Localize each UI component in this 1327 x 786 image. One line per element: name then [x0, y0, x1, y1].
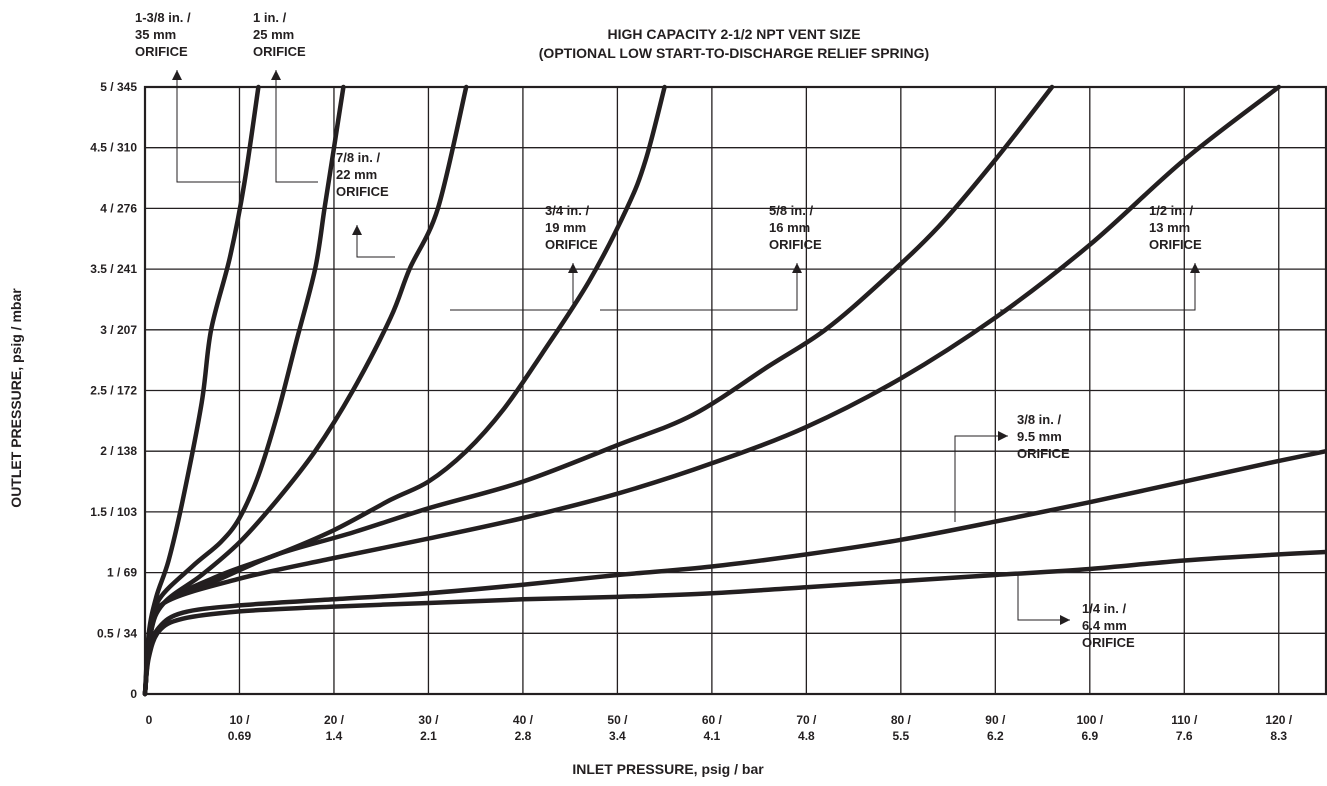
series-line-8 [142, 549, 1327, 697]
annotation-label: 13 mm [1149, 220, 1190, 235]
y-axis-label: OUTLET PRESSURE, psig / mbar [8, 288, 24, 508]
x-tick-sublabel: 1.4 [326, 729, 343, 743]
x-tick-label: 70 / [796, 713, 817, 727]
annotation-label: ORIFICE [545, 237, 598, 252]
x-tick-sublabel: 4.8 [798, 729, 815, 743]
x-tick-sublabel: 2.1 [420, 729, 437, 743]
annotation-label: 9.5 mm [1017, 429, 1062, 444]
x-tick-label: 40 / [513, 713, 534, 727]
x-tick-label: 110 / [1171, 713, 1198, 727]
leader-line-3 [356, 225, 395, 258]
chart-subtitle: (OPTIONAL LOW START-TO-DISCHARGE RELIEF … [539, 45, 929, 61]
y-tick-label: 3 / 207 [100, 323, 137, 337]
series-line-2 [142, 84, 346, 697]
annotation-label: ORIFICE [336, 184, 389, 199]
leader-line-4 [450, 263, 574, 311]
chart-title: HIGH CAPACITY 2-1/2 NPT VENT SIZE [607, 26, 860, 42]
leader-line-2 [275, 70, 318, 183]
x-tick-label: 30 / [418, 713, 439, 727]
y-tick-label: 2 / 138 [100, 444, 137, 458]
arrow-head [998, 431, 1008, 441]
annotations: 1-3/8 in. / 35 mm ORIFICE 1 in. / 25 mm ORIFI… [135, 10, 1202, 650]
grid [143, 85, 1327, 696]
x-tick-label: 90 / [985, 713, 1006, 727]
x-tick-label: 50 / [607, 713, 628, 727]
y-tick-label: 2.5 / 172 [90, 384, 137, 398]
arrow-head [792, 263, 802, 273]
annotation-label: ORIFICE [1082, 635, 1135, 650]
arrow-head [568, 263, 578, 273]
x-tick-sublabel: 0.69 [228, 729, 252, 743]
annotation-label: 3/4 in. / [545, 203, 589, 218]
annotation-label: 5/8 in. / [769, 203, 813, 218]
annotation-label: ORIFICE [769, 237, 822, 252]
annotation-leaders [172, 70, 1200, 625]
x-tick-label: 100 / [1076, 713, 1103, 727]
x-tick-label: 60 / [702, 713, 723, 727]
annotation-label: ORIFICE [1017, 446, 1070, 461]
leader-line-5 [600, 263, 798, 311]
annotation-label: 16 mm [769, 220, 810, 235]
x-tick-sublabel: 5.5 [892, 729, 909, 743]
arrow-head [352, 225, 362, 235]
x-tick-sublabel: 3.4 [609, 729, 626, 743]
annotation-label: ORIFICE [253, 44, 306, 59]
annotation-label: 7/8 in. / [336, 150, 380, 165]
annotation-label: 22 mm [336, 167, 377, 182]
x-tick-sublabel: 6.2 [987, 729, 1004, 743]
annotation-label: 25 mm [253, 27, 294, 42]
annotation-label: 1/2 in. / [1149, 203, 1193, 218]
y-tick-label: 3.5 / 241 [90, 262, 137, 276]
x-tick-sublabel: 2.8 [515, 729, 532, 743]
leader-line-6 [1000, 263, 1196, 311]
x-axis-label: INLET PRESSURE, psig / bar [572, 761, 764, 777]
x-tick-label: 0 [146, 713, 153, 727]
annotation-label: 6.4 mm [1082, 618, 1127, 633]
leader-line-1 [176, 70, 241, 183]
x-tick-label: 10 / [229, 713, 250, 727]
series-line-7 [142, 448, 1327, 697]
plot-frame [143, 85, 1327, 696]
series-line-6 [142, 84, 1282, 697]
y-tick-label: 1 / 69 [107, 566, 137, 580]
x-tick-sublabel: 8.3 [1270, 729, 1287, 743]
x-tick-sublabel: 6.9 [1081, 729, 1098, 743]
annotation-label: 1 in. / [253, 10, 287, 25]
arrow-head [1190, 263, 1200, 273]
x-tick-sublabel: 4.1 [704, 729, 721, 743]
leader-line-8 [1017, 572, 1070, 621]
curves [142, 84, 1327, 697]
series-line-5 [142, 84, 1055, 697]
annotation-label: 19 mm [545, 220, 586, 235]
y-tick-label: 5 / 345 [100, 80, 137, 94]
x-tick-label: 120 / [1265, 713, 1292, 727]
annotation-label: 35 mm [135, 27, 176, 42]
x-ticks: 0 10 / 0.69 20 / 1.4 30 / 2.1 40 / 2.8 50 / 3.4 60 … [146, 713, 1293, 743]
annotation-label: 3/8 in. / [1017, 412, 1061, 427]
arrow-head [172, 70, 182, 80]
annotation-label: 1/4 in. / [1082, 601, 1126, 616]
arrow-head [271, 70, 281, 80]
annotation-label: ORIFICE [135, 44, 188, 59]
y-tick-label: 0 [130, 687, 137, 701]
arrow-head [1060, 615, 1070, 625]
x-tick-label: 20 / [324, 713, 345, 727]
annotation-label: ORIFICE [1149, 237, 1202, 252]
x-tick-sublabel: 7.6 [1176, 729, 1193, 743]
annotation-label: 1-3/8 in. / [135, 10, 191, 25]
leader-line-7 [954, 435, 1008, 522]
x-tick-label: 80 / [891, 713, 912, 727]
y-ticks: 0 0.5 / 34 1 / 69 1.5 / 103 2 / 138 2.5 / 172… [90, 80, 137, 701]
y-tick-label: 1.5 / 103 [90, 505, 137, 519]
y-tick-label: 4.5 / 310 [90, 141, 137, 155]
y-tick-label: 4 / 276 [100, 201, 137, 215]
y-tick-label: 0.5 / 34 [97, 626, 137, 640]
